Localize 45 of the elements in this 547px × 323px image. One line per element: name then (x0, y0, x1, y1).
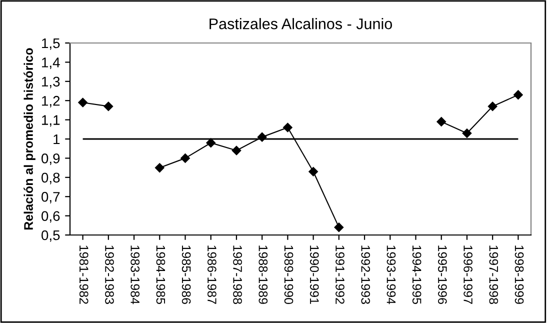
y-tick-label: 0,6 (42, 211, 60, 223)
x-tick-label: 1992-1993 (361, 246, 370, 304)
point (180, 154, 190, 163)
y-tick-label: 0,9 (42, 154, 60, 166)
y-tick-label: 0,8 (42, 172, 60, 184)
x-tick-label: 1986-1987 (208, 246, 216, 304)
point (155, 163, 164, 172)
x-tick-label: 1994-1995 (412, 246, 422, 304)
x-tick-label: 1997-1998 (489, 246, 498, 304)
point (104, 102, 114, 111)
x-tick-label: 1998-1999 (514, 246, 524, 304)
x-tick-label: 1984-1985 (156, 246, 166, 304)
point (78, 98, 88, 108)
x-tick-label: 1981-1982 (79, 246, 88, 304)
point (334, 222, 344, 232)
x-tick-label: 1985-1986 (182, 246, 191, 304)
point (462, 128, 472, 138)
x-tick-label: 1983-1984 (130, 246, 140, 304)
point (308, 167, 318, 176)
y-tick-label: 0,5 (42, 230, 60, 242)
point (488, 102, 498, 111)
y-tick-label: 1,4 (42, 58, 60, 70)
y-axis-title: Relación al promedio histórico (24, 48, 36, 230)
point (283, 122, 292, 132)
x-tick-label: 1995-1996 (438, 246, 447, 304)
y-tick-label: 1,1 (42, 115, 60, 127)
x-tick-label: 1987-1988 (233, 246, 242, 304)
y-tick-label: 1,5 (42, 38, 60, 50)
point (514, 90, 523, 100)
y-tick-label: 1,2 (42, 96, 60, 108)
y-tick-label: 1,3 (42, 76, 60, 88)
x-tick-label: 1991-1992 (336, 246, 344, 304)
x-tick-label: 1989-1990 (284, 246, 294, 304)
point (436, 117, 446, 126)
x-tick-label: 1988-1989 (258, 246, 268, 304)
point (257, 132, 267, 142)
x-tick-label: 1982-1983 (105, 246, 114, 304)
x-tick-label: 1993-1994 (386, 246, 396, 304)
y-tick-label: 0,7 (42, 192, 60, 204)
point (206, 138, 216, 148)
chart-title: Pastizales Alcalinos - Junio (210, 18, 392, 30)
x-tick-label: 1996-1997 (464, 246, 472, 304)
x-tick-label: 1990-1991 (310, 246, 319, 304)
y-tick-label: 1 (54, 134, 60, 144)
point (232, 146, 242, 156)
